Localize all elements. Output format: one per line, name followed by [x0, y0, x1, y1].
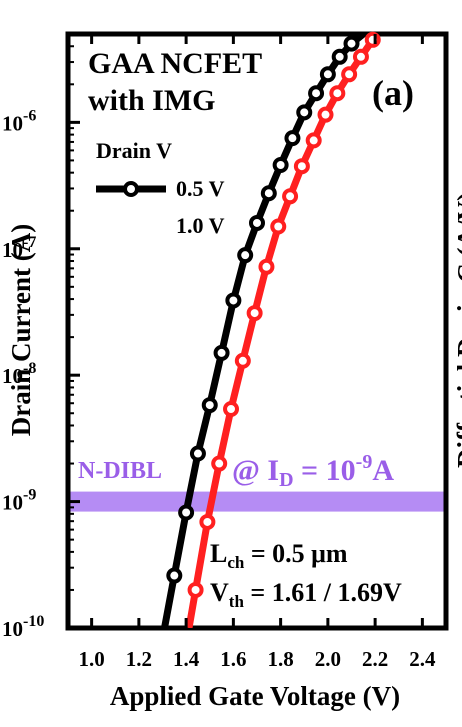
data-point-0-5-v-0: [166, 567, 183, 584]
ndibl-band: [68, 491, 446, 512]
data-point-0-5-v-3: [201, 397, 218, 414]
data-point-1-0-v-5: [246, 305, 263, 322]
x-tick-label-1: 1.2: [126, 647, 152, 671]
data-point-0-5-v-15: [343, 35, 360, 52]
x-tick-label-7: 2.4: [409, 647, 436, 671]
vth-subscript: th: [229, 592, 245, 611]
y-tick-label-1: 10-9: [2, 487, 36, 515]
x-tick-label-3: 1.6: [220, 647, 246, 671]
data-point-0-5-v-8: [260, 185, 277, 202]
vth-label: Vth = 1.61 / 1.69V: [210, 578, 402, 611]
id-unit: A: [372, 454, 394, 487]
y-tick-label-2: 10-8: [2, 360, 36, 388]
data-point-0-5-v-11: [296, 104, 313, 121]
data-point-1-0-v-2: [211, 455, 228, 472]
vth-prefix: V: [210, 578, 229, 607]
data-point-1-0-v-11: [317, 106, 334, 123]
panel-label: (a): [372, 73, 414, 113]
data-point-0-5-v-6: [237, 247, 254, 264]
id-exponent: -9: [356, 451, 373, 473]
data-point-1-0-v-1: [199, 513, 216, 530]
data-point-0-5-v-4: [213, 344, 230, 361]
data-point-0-5-v-7: [249, 214, 265, 231]
x-axis-label: Applied Gate Voltage (V): [110, 681, 400, 711]
data-point-1-0-v-10: [305, 132, 322, 149]
y-tick-label-0: 10-10: [2, 613, 44, 641]
data-point-1-0-v-6: [258, 258, 275, 275]
legend: Drain V 0.5 V 1.0 V: [96, 138, 225, 238]
data-point-1-0-v-3: [223, 401, 240, 418]
lch-label: Lch = 0.5 μm: [210, 539, 348, 572]
data-point-1-0-v-12: [329, 85, 346, 102]
legend-entry-0-5v: 0.5 V: [176, 176, 225, 201]
data-point-1-0-v-8: [282, 188, 299, 205]
x-tick-label-0: 1.0: [79, 647, 105, 671]
vth-value: = 1.61 / 1.69V: [244, 578, 402, 607]
data-point-0-5-v-14: [331, 48, 348, 65]
data-point-1-0-v-15: [364, 31, 381, 48]
data-point-0-5-v-1: [178, 504, 195, 521]
lch-prefix: L: [210, 539, 227, 568]
lch-subscript: ch: [227, 553, 245, 572]
x-tick-label-5: 2.0: [315, 647, 341, 671]
right-y-axis-label: Diff ntial Drain C (A/V): [452, 192, 462, 468]
y-axis-label: Drain Current (A): [6, 224, 36, 436]
data-point-1-0-v-9: [293, 158, 310, 175]
x-tick-label-2: 1.4: [173, 647, 200, 671]
lch-value: = 0.5 μm: [244, 539, 348, 568]
chart-subtitle: with IMG: [88, 84, 216, 117]
data-point-0-5-v-13: [319, 66, 336, 83]
data-point-0-5-v-12: [308, 85, 325, 102]
data-point-0-5-v-2: [189, 445, 206, 462]
data-point-1-0-v-14: [352, 48, 369, 65]
id-prefix: @ I: [232, 454, 279, 487]
data-point-0-5-v-10: [284, 130, 301, 147]
series-layer: [161, 31, 381, 628]
id-condition-label: @ ID = 10-9A: [232, 451, 394, 491]
x-tick-label-6: 2.2: [362, 647, 388, 671]
legend-marker-0-5v: [123, 181, 139, 197]
chart-title: GAA NCFET: [88, 47, 262, 80]
legend-entry-1-0v: 1.0 V: [176, 213, 225, 238]
y-tick-label-4: 10-6: [2, 107, 36, 135]
x-tick-label-4: 1.8: [268, 647, 294, 671]
data-point-1-0-v-4: [234, 352, 251, 369]
id-subscript: D: [279, 469, 293, 491]
data-point-0-5-v-5: [225, 292, 242, 309]
legend-title: Drain V: [96, 138, 172, 163]
id-mid: = 10: [294, 454, 356, 487]
data-point-0-5-v-9: [272, 156, 289, 173]
data-point-1-0-v-13: [341, 66, 358, 83]
data-point-1-0-v-0: [187, 581, 204, 598]
plot-frame: [65, 31, 449, 631]
axes-layer: 1.0 1.2 1.4 1.6 1.8 2.0 2.2 2.4 10-10 10-9 10-8 10-…: [2, 33, 436, 671]
data-point-1-0-v-7: [270, 218, 287, 235]
ndibl-label: N-DIBL: [78, 458, 162, 484]
y-tick-label-3: 10-7: [2, 234, 36, 262]
